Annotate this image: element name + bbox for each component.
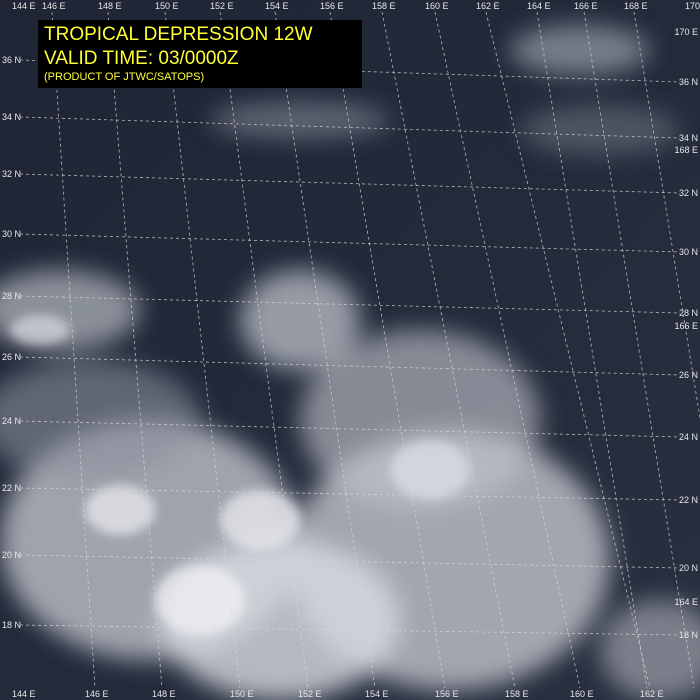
top-label: 168 E (624, 1, 648, 11)
latitude-line (19, 295, 681, 314)
bottom-label: 148 E (152, 689, 176, 699)
bottom-label: 162 E (640, 689, 664, 699)
latitude-line (19, 116, 681, 139)
left-label: 30 N (2, 229, 21, 239)
left-label: 34 N (2, 112, 21, 122)
right-label: 20 N (679, 563, 698, 573)
bright-cloud-tops (10, 315, 470, 635)
product-note: (PRODUCT OF JTWC/SATOPS) (44, 71, 205, 83)
bottom-label: 150 E (230, 689, 254, 699)
cloud-cover (0, 25, 700, 700)
bottom-label: 154 E (365, 689, 389, 699)
left-label: 20 N (2, 550, 21, 560)
bottom-label: 160 E (570, 689, 594, 699)
top-label: 164 E (527, 1, 551, 11)
right-label: 36 N (679, 77, 698, 87)
top-label: 152 E (210, 1, 234, 11)
left-label: 24 N (2, 416, 21, 426)
bottom-label: 144 E (12, 689, 36, 699)
latitude-line (19, 356, 681, 376)
latitude-line (19, 173, 681, 194)
longitude-line (633, 11, 700, 421)
longitude-line (381, 11, 516, 689)
left-label: 18 N (2, 620, 21, 630)
top-label: 156 E (320, 1, 344, 11)
longitude-line (485, 11, 651, 689)
top-label: 154 E (265, 1, 289, 11)
left-label: 32 N (2, 169, 21, 179)
top-label: 166 E (574, 1, 598, 11)
longitude-line (329, 11, 446, 689)
right-label: 22 N (679, 495, 698, 505)
right-label: 26 N (679, 370, 698, 380)
bottom-label: 156 E (435, 689, 459, 699)
longitude-line (434, 11, 581, 689)
right-label: 28 N (679, 308, 698, 318)
longitude-line (107, 11, 163, 689)
bottom-label: 158 E (505, 689, 529, 699)
longitude-line (583, 11, 695, 689)
right-label: 18 N (679, 630, 698, 640)
header-box: TROPICAL DEPRESSION 12W VALID TIME: 03/0… (38, 20, 362, 88)
top-label: 170 E (685, 1, 700, 11)
right-label: 24 N (679, 432, 698, 442)
right-label: 30 N (679, 247, 698, 257)
longitude-line (51, 11, 96, 689)
left-label: 22 N (2, 483, 21, 493)
latitude-line (19, 624, 681, 636)
top-label: 148 E (98, 1, 122, 11)
top-label: 146 E (42, 1, 66, 11)
longitude-line (536, 11, 648, 689)
right-label: 34 N (679, 133, 698, 143)
latitude-line (19, 420, 681, 438)
right-label: 32 N (679, 188, 698, 198)
bottom-label: 152 E (298, 689, 322, 699)
latitude-line (19, 487, 681, 501)
top-label: 158 E (372, 1, 396, 11)
right-label: 168 E (674, 145, 698, 155)
left-label: 28 N (2, 291, 21, 301)
latitude-line (19, 554, 681, 569)
latitude-line (19, 233, 681, 253)
right-label: 164 E (674, 597, 698, 607)
longitude-line (164, 11, 241, 689)
right-label: 166 E (674, 321, 698, 331)
left-label: 26 N (2, 352, 21, 362)
title: TROPICAL DEPRESSION 12W (44, 24, 313, 45)
top-label: 150 E (155, 1, 179, 11)
left-label: 36 N (2, 55, 21, 65)
top-label: 162 E (476, 1, 500, 11)
top-label: 160 E (425, 1, 449, 11)
right-label: 170 E (674, 27, 698, 37)
bottom-label: 146 E (85, 689, 109, 699)
valid-time: VALID TIME: 03/0000Z (44, 48, 239, 69)
top-label: 144 E (12, 1, 36, 11)
